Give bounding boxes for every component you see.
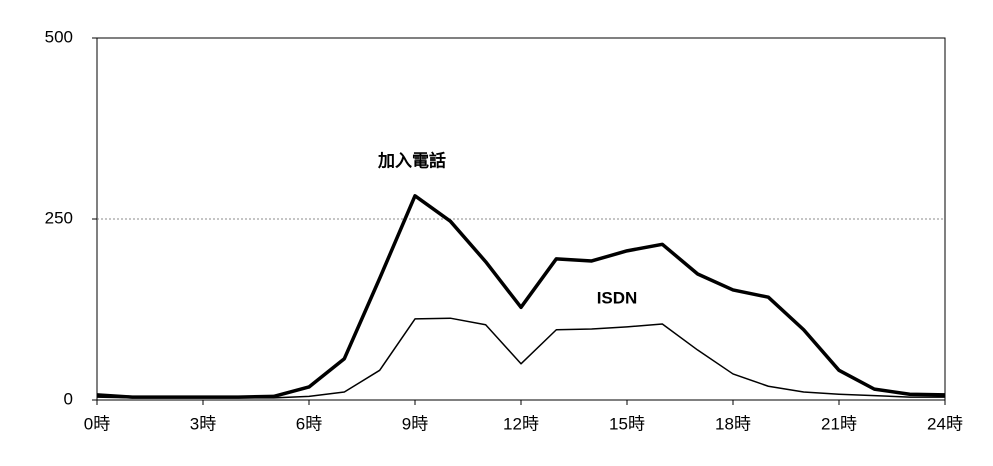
x-tick-label: 15時: [609, 414, 645, 433]
x-tick-label: 24時: [927, 414, 963, 433]
series-annotation: 加入電話: [377, 150, 446, 170]
x-tick-label: 12時: [503, 414, 539, 433]
x-tick-label: 21時: [821, 414, 857, 433]
x-tick-label: 3時: [190, 414, 216, 433]
y-tick-label: 0: [64, 389, 73, 408]
y-tick-label: 250: [45, 208, 73, 227]
x-tick-label: 6時: [296, 414, 322, 433]
series-line: [96, 317, 945, 399]
series-line: [96, 194, 946, 399]
series-annotation: ISDN: [597, 288, 638, 307]
x-tick-label: 9時: [402, 414, 428, 433]
x-tick-label: 0時: [84, 414, 110, 433]
y-tick-label: 500: [45, 27, 73, 46]
x-tick-label: 18時: [715, 414, 751, 433]
